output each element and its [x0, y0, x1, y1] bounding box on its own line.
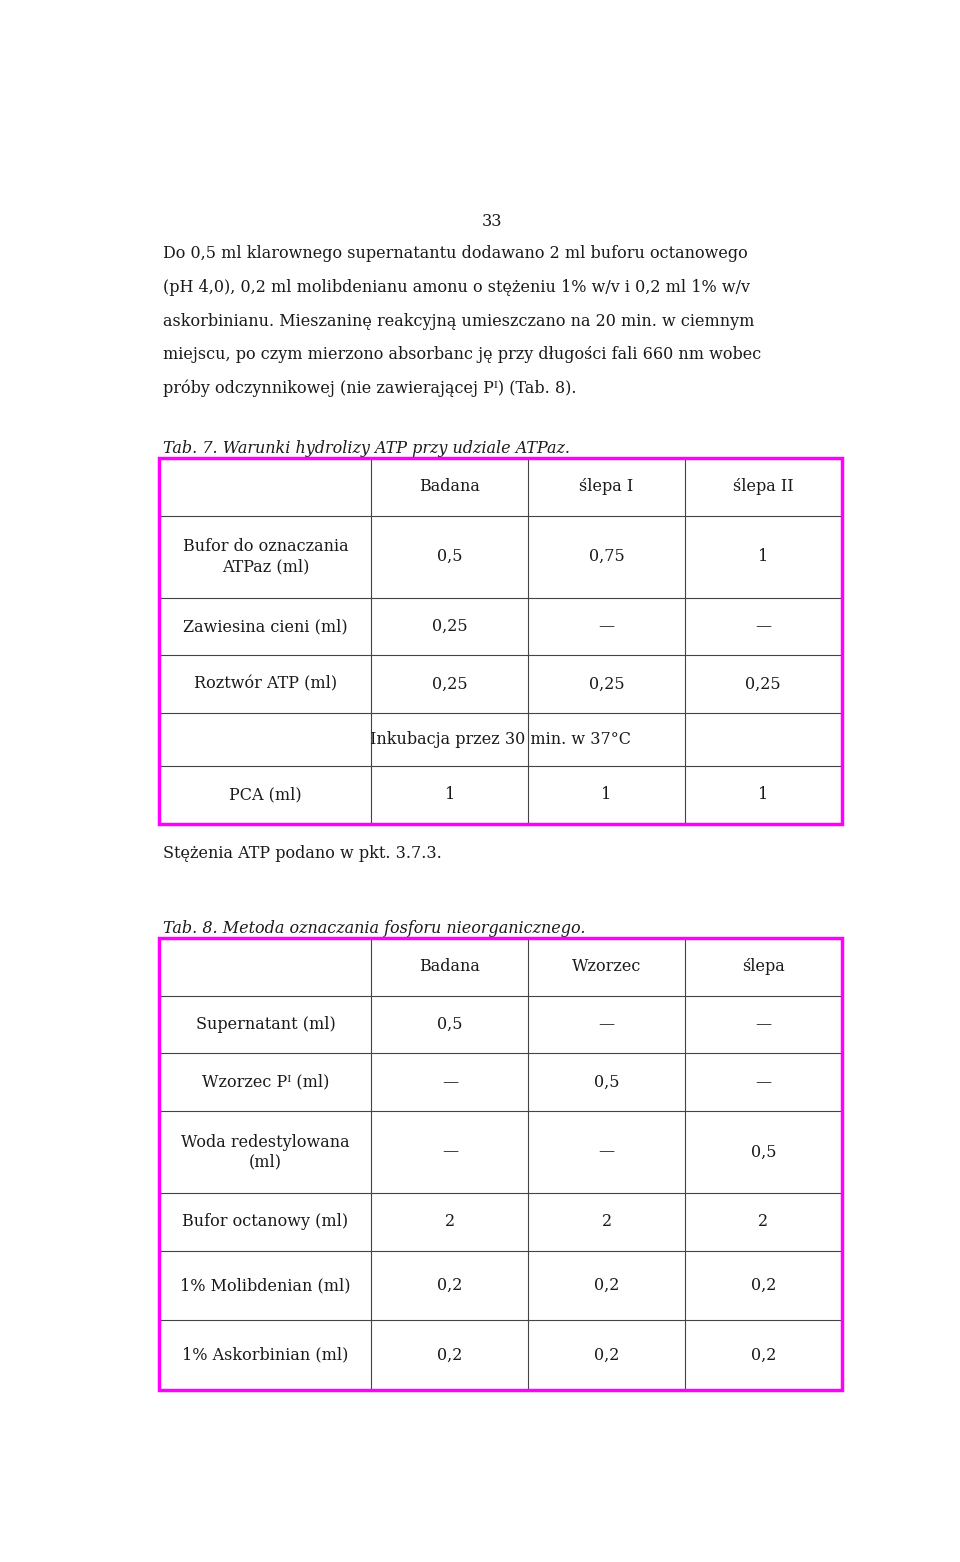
- Text: 1% Molibdenian (ml): 1% Molibdenian (ml): [180, 1278, 350, 1293]
- Text: (pH 4,0), 0,2 ml molibdenianu amonu o stężeniu 1% w/v i 0,2 ml 1% w/v: (pH 4,0), 0,2 ml molibdenianu amonu o st…: [163, 280, 750, 295]
- Text: 1: 1: [444, 786, 455, 803]
- Text: ślepa I: ślepa I: [580, 478, 634, 495]
- Text: Wzorzec: Wzorzec: [572, 959, 641, 975]
- Text: Tab. 7. Warunki hydrolizy ATP przy udziale ATPaz.: Tab. 7. Warunki hydrolizy ATP przy udzia…: [163, 440, 570, 458]
- Text: —: —: [598, 1143, 614, 1161]
- Text: 0,2: 0,2: [437, 1346, 463, 1364]
- Text: Woda redestylowana
(ml): Woda redestylowana (ml): [181, 1134, 349, 1170]
- Text: —: —: [756, 619, 772, 634]
- Text: —: —: [756, 1015, 772, 1032]
- Text: 0,2: 0,2: [751, 1278, 776, 1293]
- Text: 1% Askorbinian (ml): 1% Askorbinian (ml): [182, 1346, 348, 1364]
- Text: 0,5: 0,5: [594, 1073, 619, 1090]
- Text: —: —: [442, 1073, 458, 1090]
- Text: 2: 2: [758, 1214, 768, 1231]
- Text: —: —: [598, 619, 614, 634]
- Text: Supernatant (ml): Supernatant (ml): [196, 1015, 335, 1032]
- Text: 0,2: 0,2: [594, 1278, 619, 1293]
- Text: —: —: [756, 1073, 772, 1090]
- Text: 0,5: 0,5: [437, 1015, 463, 1032]
- Text: Wzorzec Pᴵ (ml): Wzorzec Pᴵ (ml): [202, 1073, 329, 1090]
- Text: 1: 1: [602, 786, 612, 803]
- Text: ślepa: ślepa: [742, 959, 784, 975]
- Text: Zawiesina cieni (ml): Zawiesina cieni (ml): [183, 619, 348, 634]
- Text: 0,2: 0,2: [437, 1278, 463, 1293]
- Text: Badana: Badana: [420, 478, 480, 495]
- Text: Bufor octanowy (ml): Bufor octanowy (ml): [182, 1214, 348, 1231]
- Text: 0,25: 0,25: [432, 619, 468, 634]
- Text: 0,25: 0,25: [432, 676, 468, 692]
- Text: 1: 1: [758, 786, 768, 803]
- Text: 0,5: 0,5: [751, 1143, 776, 1161]
- Text: próby odczynnikowej (nie zawierającej Pᴵ) (Tab. 8).: próby odczynnikowej (nie zawierającej Pᴵ…: [163, 380, 577, 397]
- Text: —: —: [598, 1015, 614, 1032]
- Text: 2: 2: [602, 1214, 612, 1231]
- Text: Bufor do oznaczania
ATPaz (ml): Bufor do oznaczania ATPaz (ml): [182, 539, 348, 575]
- Text: miejscu, po czym mierzono absorbanc ję przy długości fali 660 nm wobec: miejscu, po czym mierzono absorbanc ję p…: [163, 347, 761, 364]
- Text: PCA (ml): PCA (ml): [229, 786, 301, 803]
- Text: Roztwór ATP (ml): Roztwór ATP (ml): [194, 676, 337, 692]
- Text: 1: 1: [758, 548, 768, 565]
- Text: 0,25: 0,25: [588, 676, 624, 692]
- Text: ślepa II: ślepa II: [733, 478, 794, 495]
- Text: 0,25: 0,25: [746, 676, 781, 692]
- Text: Do 0,5 ml klarownego supernatantu dodawano 2 ml buforu octanowego: Do 0,5 ml klarownego supernatantu dodawa…: [163, 245, 748, 262]
- Text: 0,2: 0,2: [751, 1346, 776, 1364]
- Text: Badana: Badana: [420, 959, 480, 975]
- Text: 0,5: 0,5: [437, 548, 463, 565]
- Bar: [159, 458, 842, 823]
- Text: Tab. 8. Metoda oznaczania fosforu nieorganicznego.: Tab. 8. Metoda oznaczania fosforu nieorg…: [163, 920, 586, 937]
- Text: 0,75: 0,75: [588, 548, 624, 565]
- Text: Stężenia ATP podano w pkt. 3.7.3.: Stężenia ATP podano w pkt. 3.7.3.: [163, 845, 442, 862]
- Text: askorbinianu. Mieszaninę reakcyjną umieszczano na 20 min. w ciemnym: askorbinianu. Mieszaninę reakcyjną umies…: [163, 312, 755, 330]
- Bar: [159, 937, 842, 1390]
- Text: —: —: [442, 1143, 458, 1161]
- Text: 0,2: 0,2: [594, 1346, 619, 1364]
- Text: Inkubacja przez 30 min. w 37°C: Inkubacja przez 30 min. w 37°C: [370, 731, 631, 748]
- Text: 2: 2: [444, 1214, 455, 1231]
- Text: 33: 33: [482, 212, 502, 230]
